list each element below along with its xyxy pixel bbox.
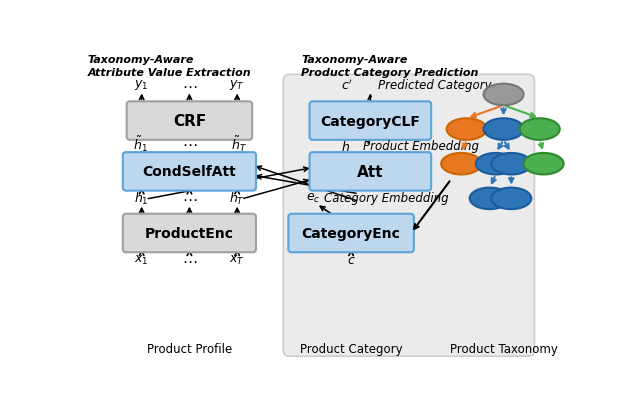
Text: $e_c$: $e_c$	[306, 191, 320, 204]
Text: $\cdots$: $\cdots$	[182, 252, 197, 267]
Text: CondSelfAtt: CondSelfAtt	[143, 165, 236, 179]
FancyBboxPatch shape	[123, 153, 256, 191]
Text: $\cdots$: $\cdots$	[182, 78, 197, 93]
Ellipse shape	[476, 153, 516, 175]
Text: $x_T$: $x_T$	[229, 253, 245, 266]
Text: ProductEnc: ProductEnc	[145, 227, 234, 240]
Text: $x_1$: $x_1$	[134, 253, 149, 266]
Text: Product Taxonomy: Product Taxonomy	[450, 342, 557, 355]
Ellipse shape	[470, 188, 509, 210]
Text: $y_1$: $y_1$	[134, 78, 149, 92]
Ellipse shape	[441, 153, 481, 175]
Ellipse shape	[520, 119, 560, 140]
Ellipse shape	[524, 153, 564, 175]
Text: $y_T$: $y_T$	[229, 78, 245, 92]
Text: $\tilde{h}_T$: $\tilde{h}_T$	[230, 134, 246, 153]
Text: Taxonomy-Aware
Product Category Prediction: Taxonomy-Aware Product Category Predicti…	[301, 55, 479, 78]
Text: CategoryEnc: CategoryEnc	[301, 227, 401, 240]
Text: Taxonomy-Aware
Attribute Value Extraction: Taxonomy-Aware Attribute Value Extractio…	[88, 55, 252, 78]
Ellipse shape	[492, 188, 531, 210]
Text: $\cdots$: $\cdots$	[182, 191, 197, 206]
Text: Product Embedding: Product Embedding	[363, 140, 479, 153]
Text: $\tilde{h}_1$: $\tilde{h}_1$	[132, 134, 147, 153]
Text: Category Embedding: Category Embedding	[324, 191, 449, 204]
Text: $c$: $c$	[347, 253, 355, 266]
Text: $h$: $h$	[341, 139, 350, 154]
Ellipse shape	[484, 119, 524, 140]
Text: Att: Att	[357, 164, 383, 180]
Ellipse shape	[447, 119, 486, 140]
Text: Predicted Category: Predicted Category	[378, 79, 492, 92]
FancyBboxPatch shape	[284, 75, 534, 356]
Text: $h_1$: $h_1$	[134, 190, 149, 206]
Ellipse shape	[492, 153, 531, 175]
Text: Product Category: Product Category	[300, 342, 403, 355]
Text: CRF: CRF	[173, 114, 206, 129]
Ellipse shape	[484, 84, 524, 106]
FancyBboxPatch shape	[123, 214, 256, 253]
Text: CategoryCLF: CategoryCLF	[321, 114, 420, 128]
Text: $c'$: $c'$	[341, 78, 353, 92]
FancyBboxPatch shape	[289, 214, 414, 253]
FancyBboxPatch shape	[310, 153, 431, 191]
Text: $\cdots$: $\cdots$	[182, 136, 197, 151]
FancyBboxPatch shape	[310, 102, 431, 140]
Text: Product Profile: Product Profile	[147, 342, 232, 355]
FancyBboxPatch shape	[127, 102, 252, 140]
Text: $h_T$: $h_T$	[229, 190, 245, 206]
